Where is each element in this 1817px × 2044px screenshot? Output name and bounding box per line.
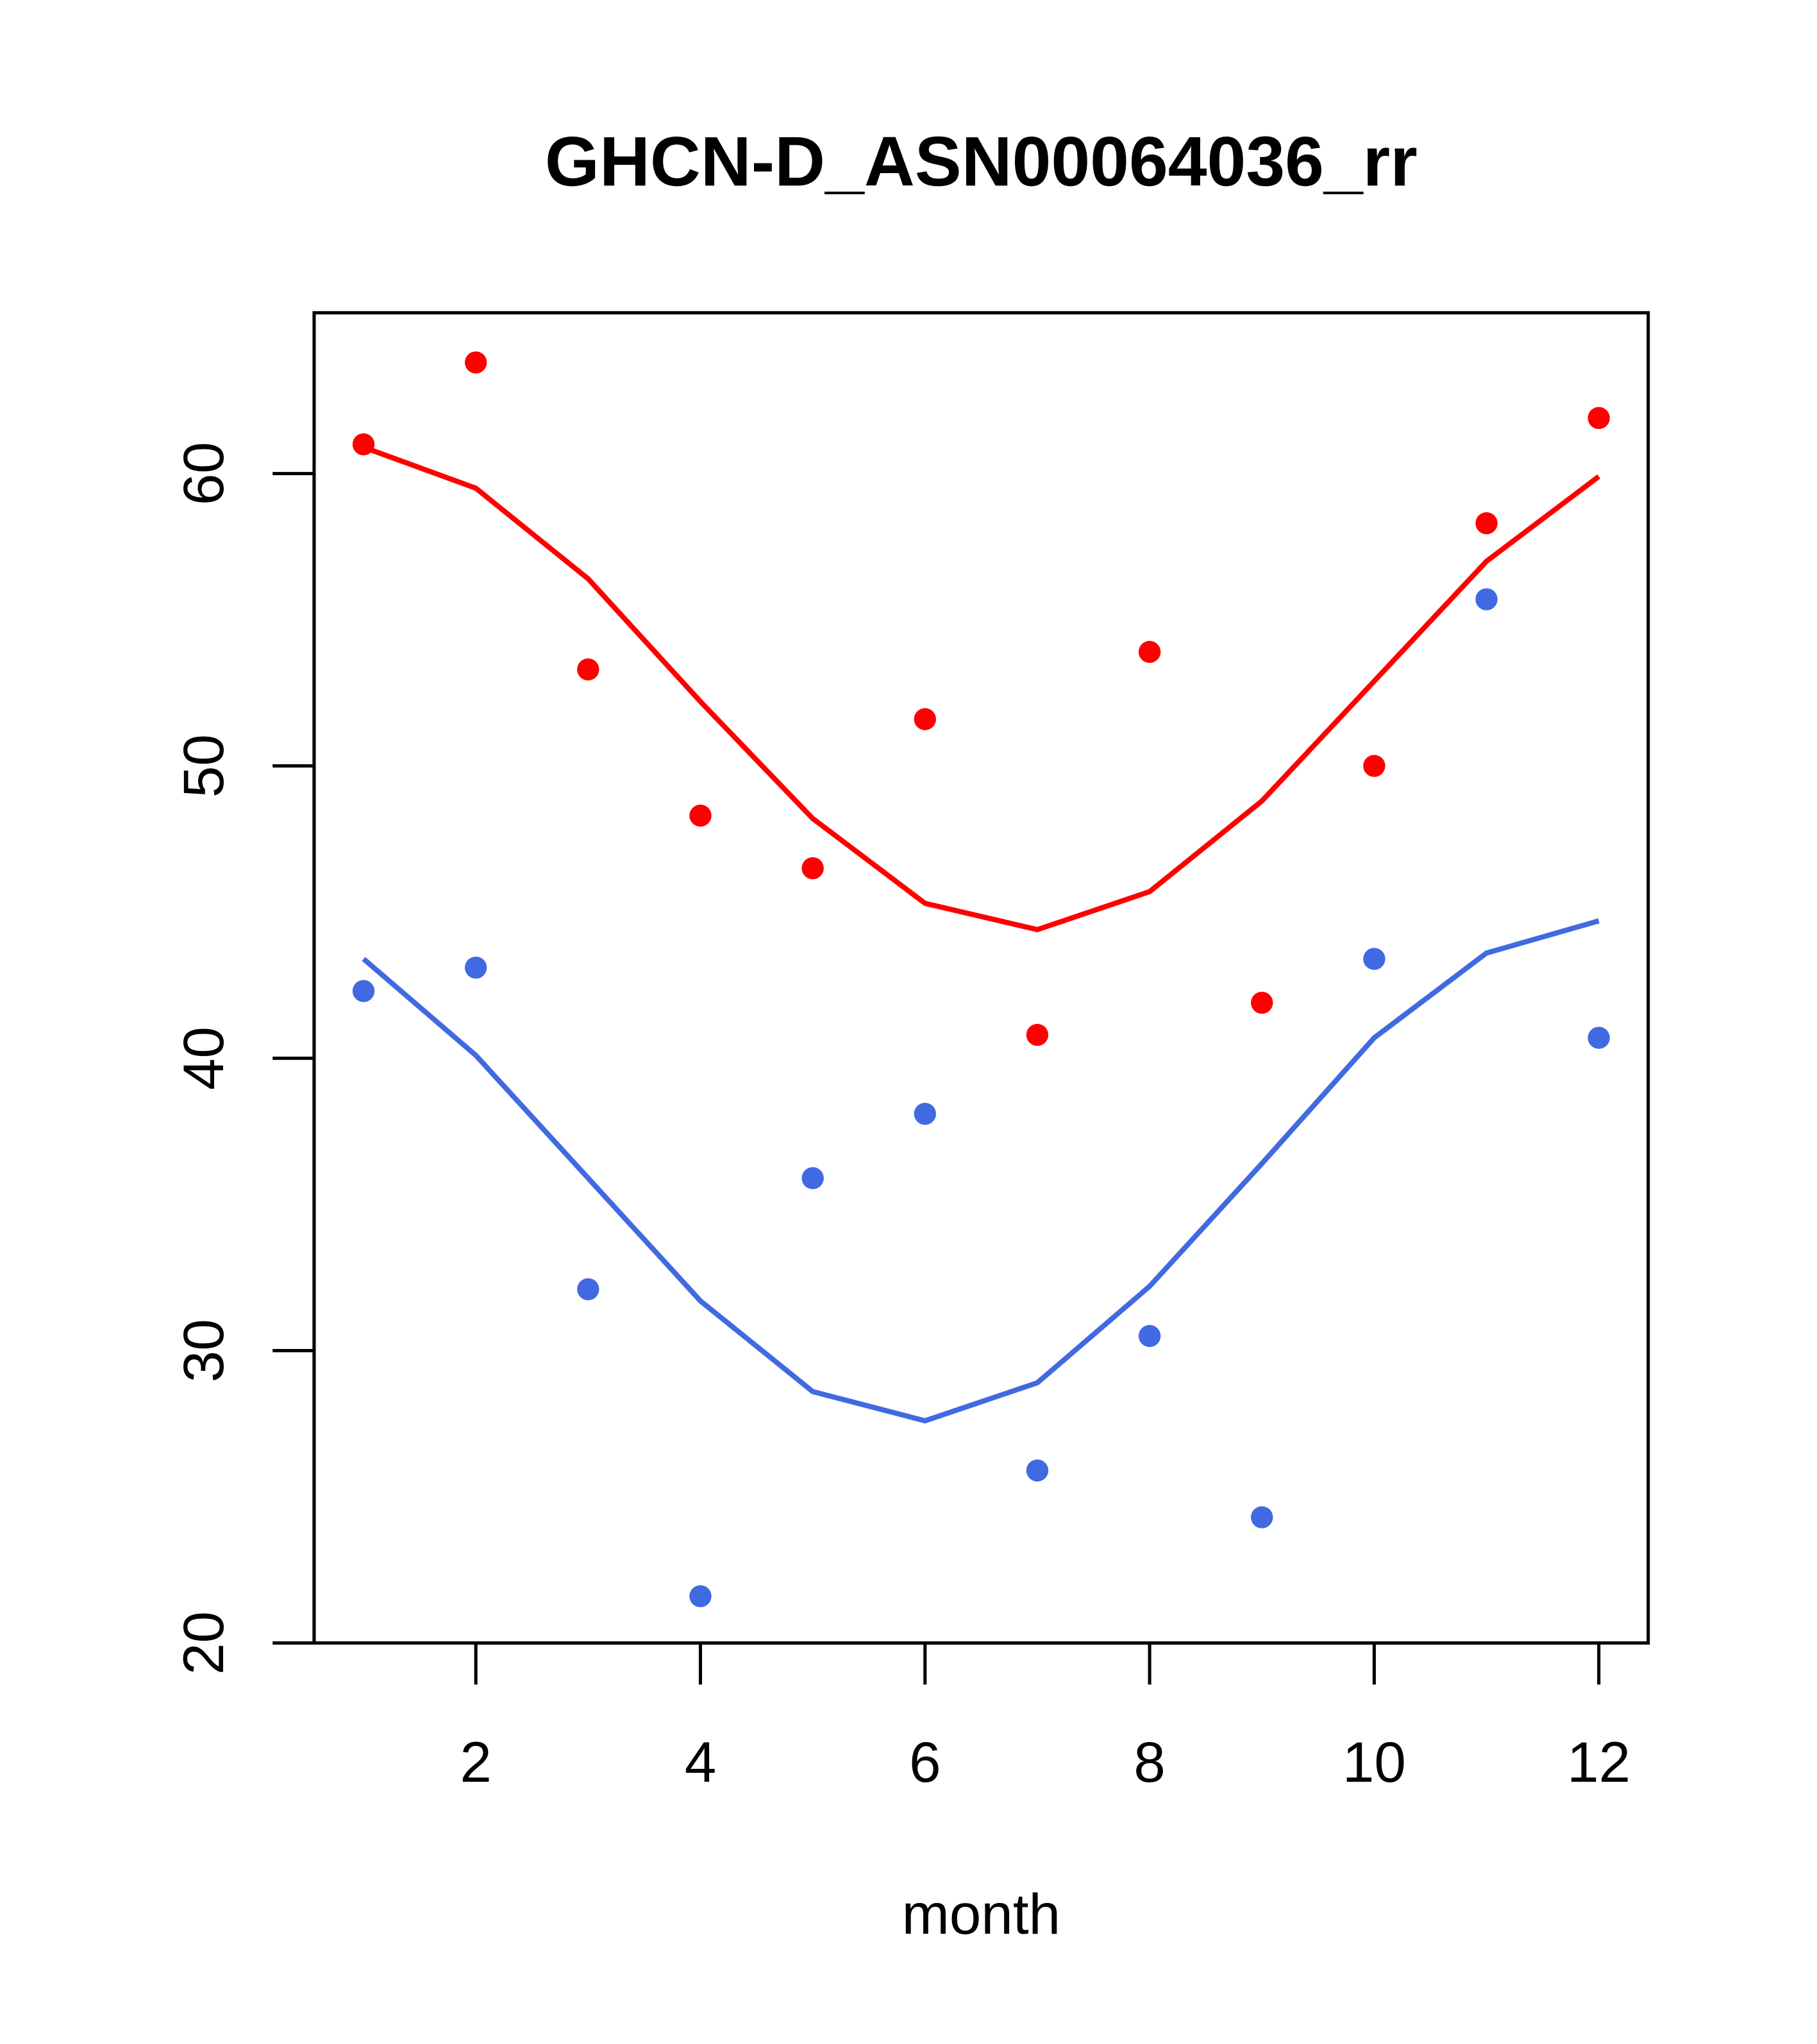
- series-layer: [352, 351, 1610, 1607]
- y-tick-label: 40: [171, 1026, 235, 1090]
- red-line: [362, 444, 1601, 933]
- x-tick-label: 6: [909, 1730, 941, 1794]
- blue-point: [577, 1278, 599, 1301]
- blue-point: [689, 1585, 712, 1607]
- y-tick-label: 20: [171, 1611, 235, 1675]
- blue-point: [464, 957, 487, 979]
- blue-point: [1475, 588, 1498, 610]
- blue-point: [1251, 1506, 1273, 1529]
- red-point: [1138, 641, 1161, 663]
- red-point: [689, 804, 712, 827]
- red-point: [464, 351, 487, 374]
- plot-frame: [312, 311, 1650, 1645]
- blue-point: [1363, 948, 1386, 970]
- x-axis-label: month: [902, 1882, 1061, 1946]
- x-axis: 2 4 6 8 10 12: [460, 1641, 1630, 1794]
- y-tick-label: 50: [171, 734, 235, 798]
- blue-line: [362, 918, 1600, 1424]
- red-point: [801, 857, 824, 880]
- blue-point: [352, 980, 375, 1002]
- y-axis: 20 30 40 50 60: [171, 442, 316, 1675]
- red-point: [1475, 512, 1498, 535]
- red-point: [577, 658, 599, 681]
- x-tick-label: 8: [1134, 1730, 1166, 1794]
- x-tick-label: 12: [1567, 1730, 1630, 1794]
- y-tick-label: 60: [171, 442, 235, 505]
- chart-title: GHCN-D_ASN00064036_rr: [545, 122, 1418, 201]
- y-tick-label: 30: [171, 1319, 235, 1382]
- blue-point: [914, 1103, 936, 1125]
- x-tick-label: 10: [1343, 1730, 1406, 1794]
- blue-point: [1587, 1026, 1610, 1049]
- red-point: [1026, 1023, 1049, 1046]
- blue-point: [1026, 1459, 1049, 1482]
- red-point: [1363, 755, 1386, 777]
- red-point: [1587, 406, 1610, 430]
- red-point: [914, 708, 936, 730]
- red-point: [1251, 991, 1273, 1014]
- x-tick-label: 4: [685, 1730, 717, 1794]
- x-tick-label: 2: [460, 1730, 492, 1794]
- blue-point: [1138, 1325, 1161, 1347]
- blue-point: [801, 1167, 824, 1189]
